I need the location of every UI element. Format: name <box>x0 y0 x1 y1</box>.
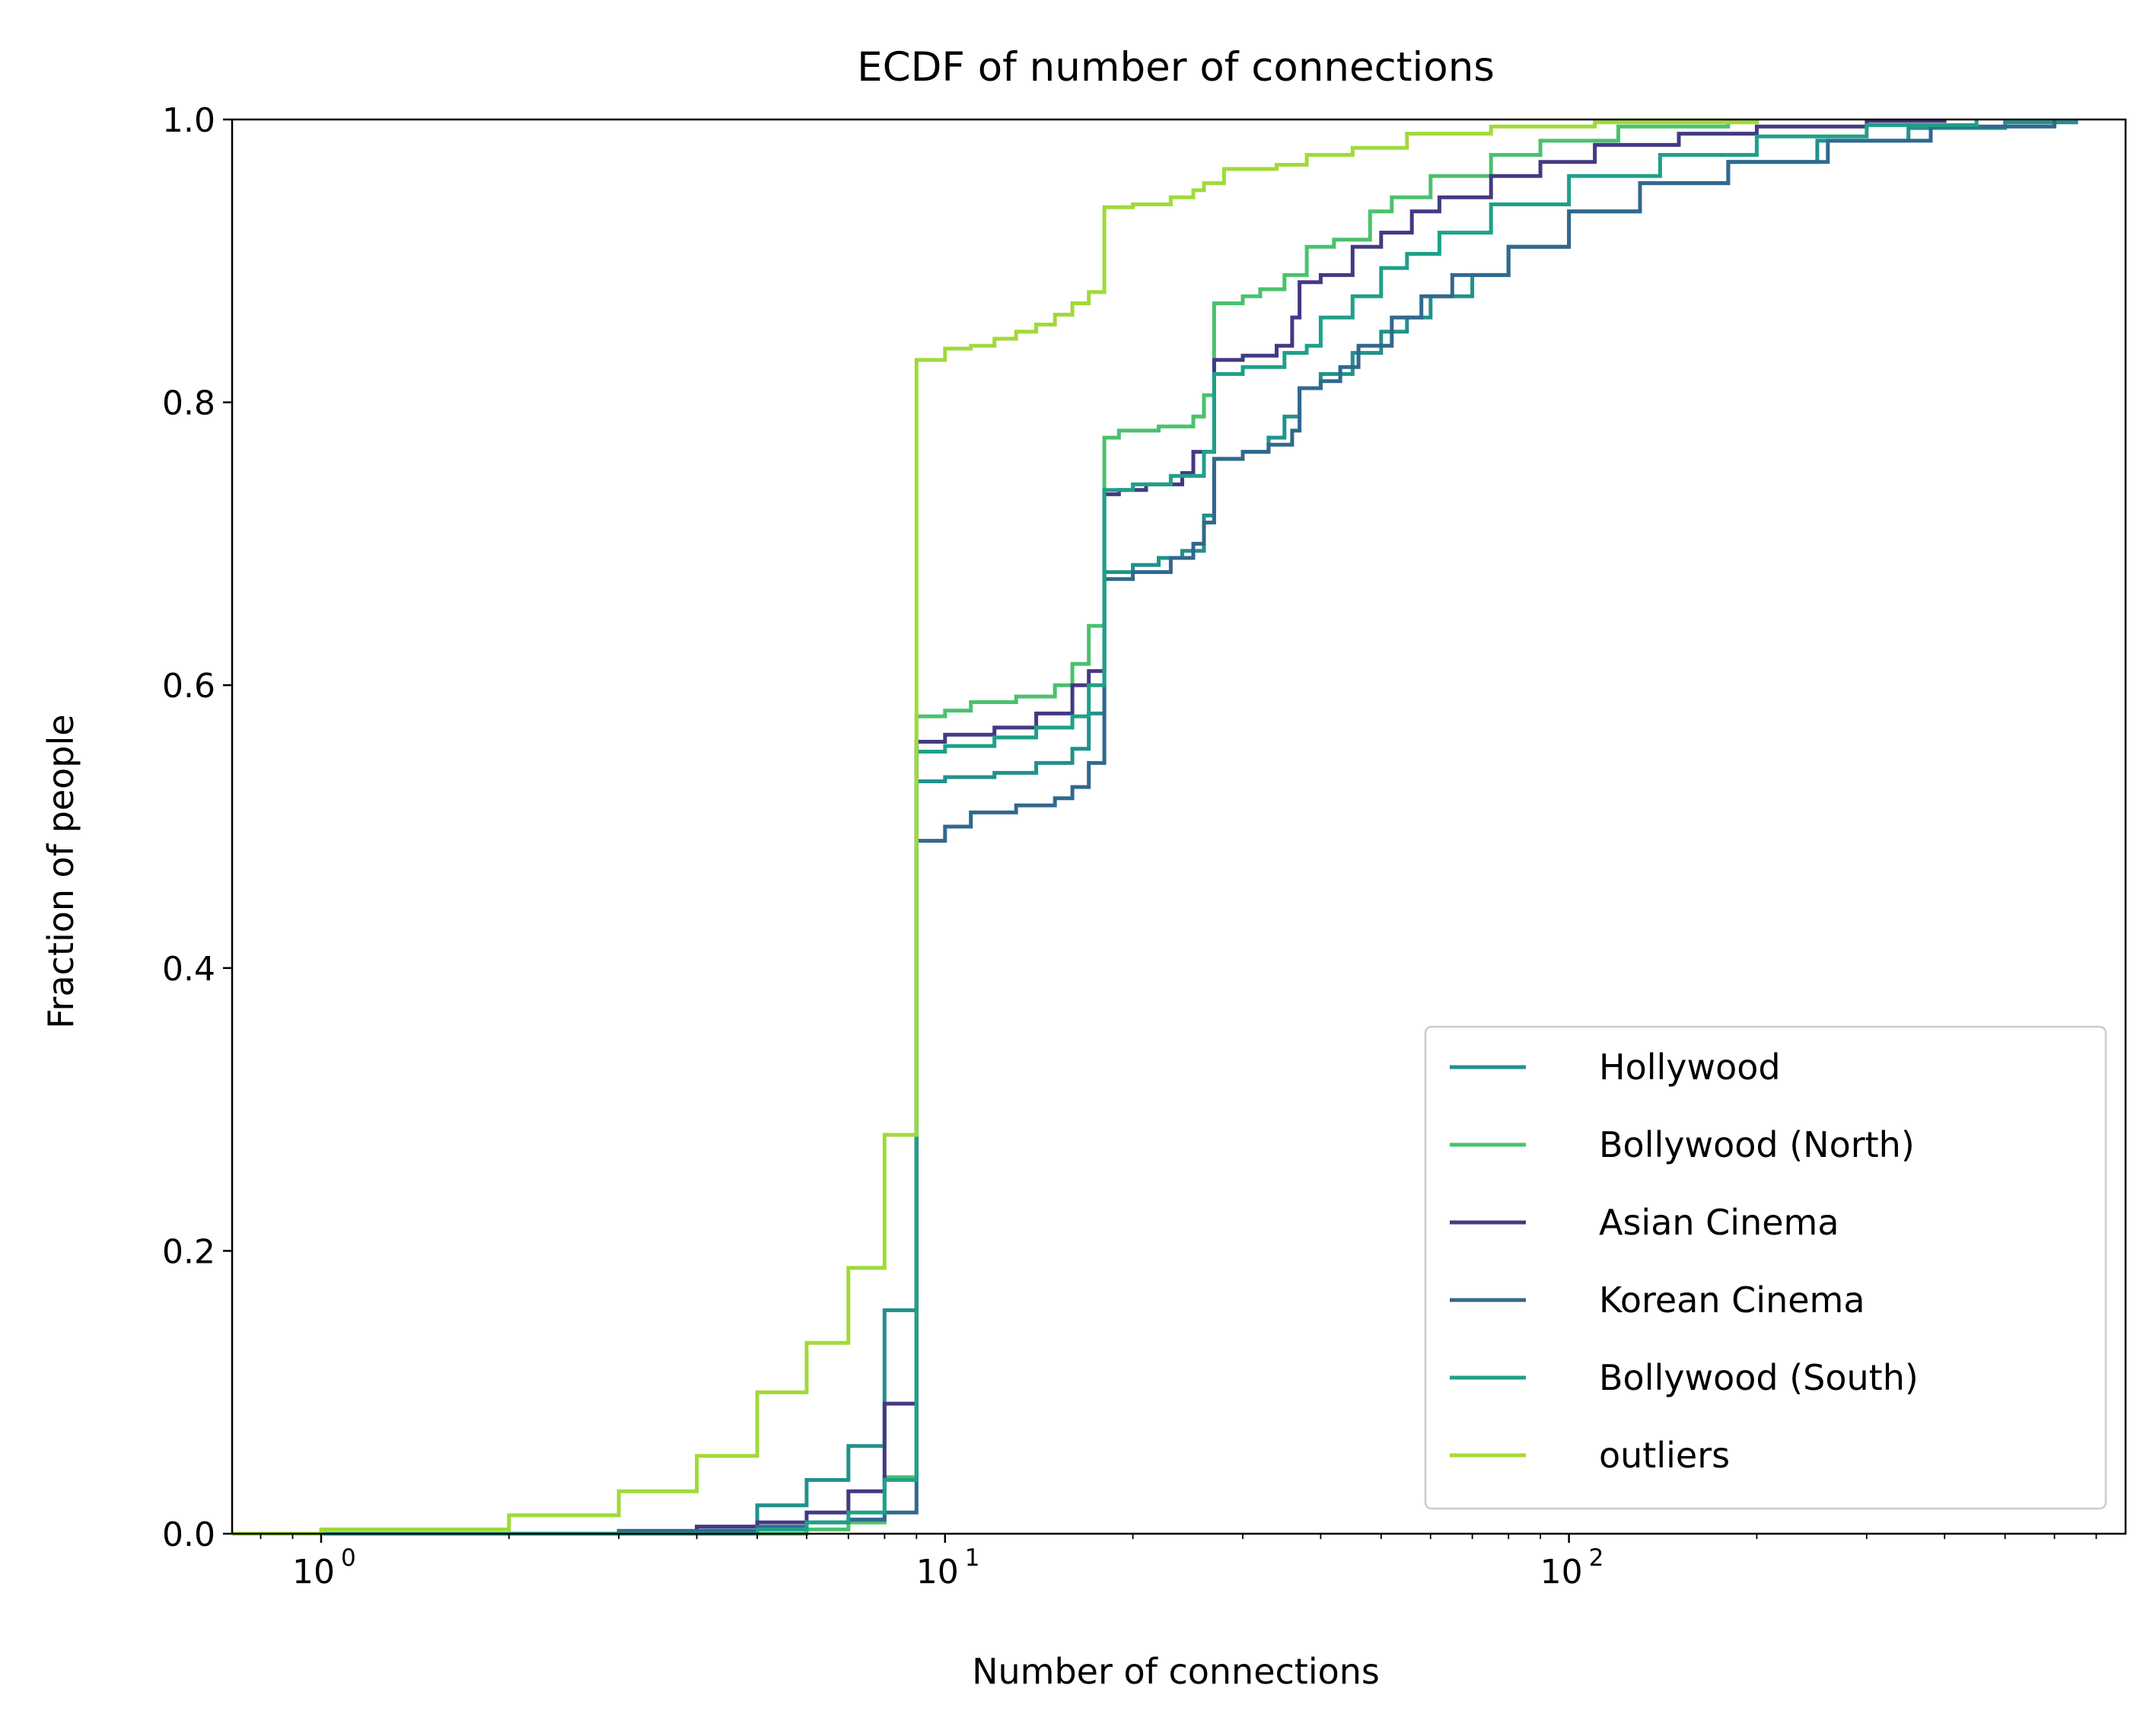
x-tick-exponent: 2 <box>1589 1544 1604 1572</box>
legend-label: Bollywood (South) <box>1599 1357 1919 1398</box>
y-tick-label: 0.4 <box>162 950 215 989</box>
x-tick-exponent: 1 <box>965 1544 980 1572</box>
legend-label: outliers <box>1599 1435 1730 1476</box>
axes-frame <box>231 118 2127 1535</box>
chart-title: ECDF of number of connections <box>857 44 1495 91</box>
y-tick-label: 0.6 <box>162 667 215 706</box>
y-tick-label: 0.8 <box>162 384 215 423</box>
y-axis-label: Fraction of people <box>40 714 81 1028</box>
legend-label: Hollywood <box>1599 1047 1781 1088</box>
y-tick-label: 0.0 <box>162 1515 215 1554</box>
plot-area <box>232 119 2078 1536</box>
legend-label: Asian Cinema <box>1599 1202 1839 1243</box>
x-tick-label: 10 <box>916 1553 959 1592</box>
series-line-outliers <box>232 120 1759 1536</box>
legend-frame <box>1424 1025 2107 1510</box>
legend: Hollywood Bollywood (North) Asian Cinema Ko… <box>1424 1025 2107 1510</box>
legend-label: Korean Cinema <box>1599 1279 1865 1321</box>
y-tick-label: 0.2 <box>162 1232 215 1271</box>
series-line-korean-cinema <box>232 120 2057 1536</box>
series-line-bollywood-south <box>232 120 1979 1536</box>
x-tick-exponent: 0 <box>341 1544 356 1572</box>
x-axis-label: Number of connections <box>972 1651 1380 1692</box>
legend-label: Bollywood (North) <box>1599 1124 1915 1165</box>
x-tick-label: 10 <box>1540 1553 1583 1592</box>
axes: 0.00.20.40.60.81.010 0 10 1 10 2 <box>162 101 2127 1592</box>
x-tick-label: 10 <box>292 1553 335 1592</box>
y-tick-label: 1.0 <box>162 101 215 140</box>
series-line-bollywood-north <box>232 120 1731 1536</box>
